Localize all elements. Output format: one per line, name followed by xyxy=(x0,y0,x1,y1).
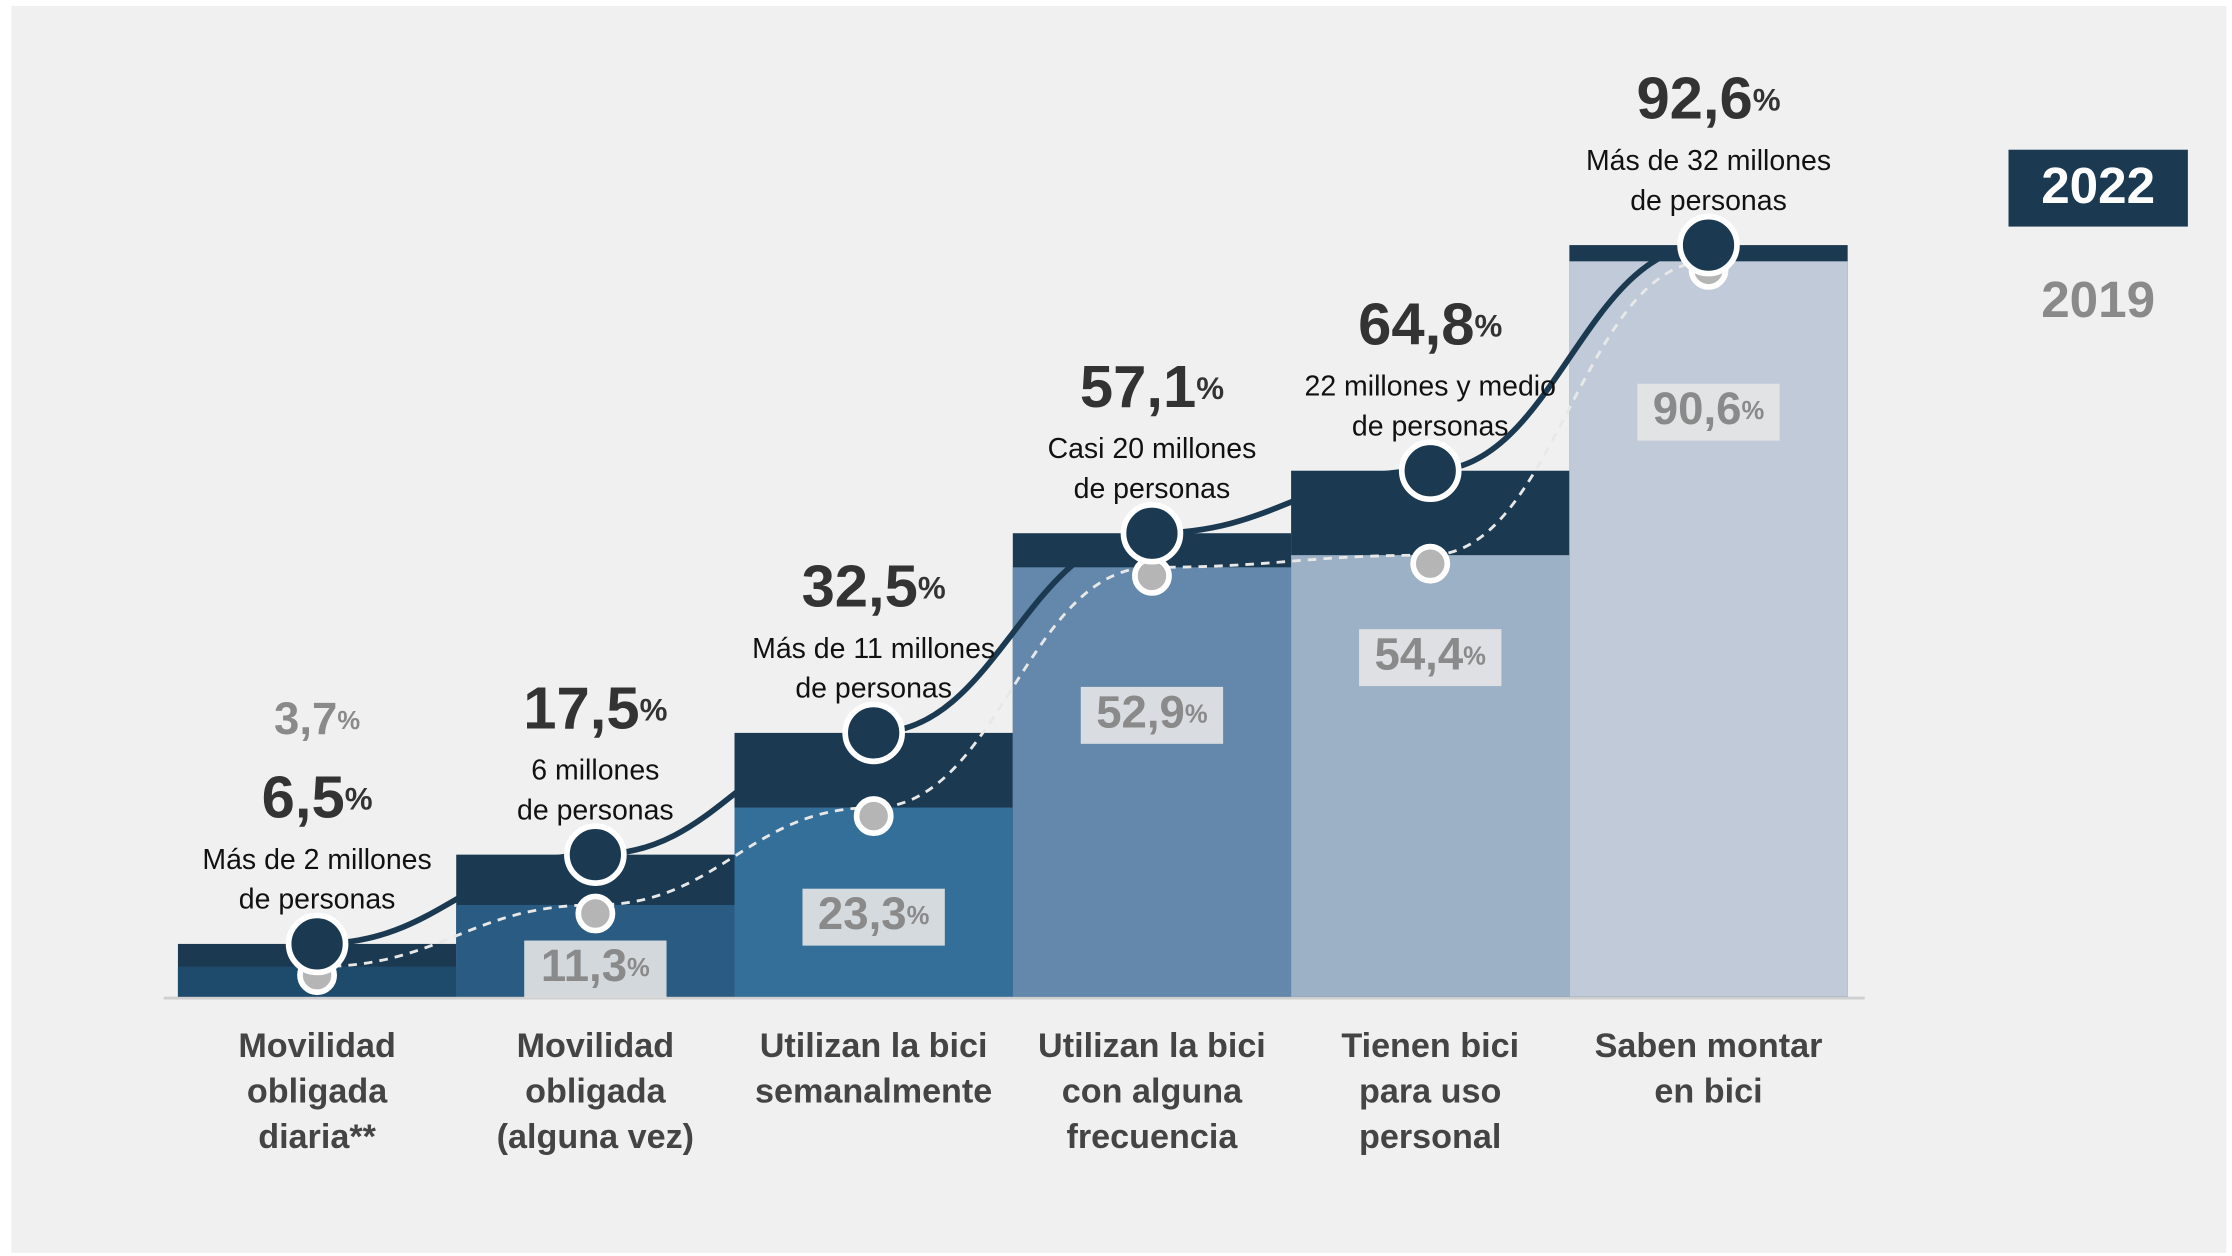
legend-box xyxy=(2008,149,2188,227)
annotation: Más de 11 millones xyxy=(752,633,995,665)
line-2019 xyxy=(317,259,1709,969)
x-tick-label: Movilidad xyxy=(238,1027,396,1065)
x-tick-label: con alguna xyxy=(1062,1073,1243,1111)
marker-2022 xyxy=(1677,213,1740,277)
label-box xyxy=(1080,686,1224,744)
annotation: de personas xyxy=(517,794,674,826)
x-tick-label: Utilizan la bici xyxy=(1038,1027,1266,1065)
marker-2019 xyxy=(853,796,894,837)
value-label: 3,7% xyxy=(274,693,360,744)
x-tick-label: Movilidad xyxy=(517,1027,675,1065)
label-box xyxy=(802,888,945,946)
annotation: Más de 32 millones xyxy=(1586,145,1831,177)
annotation: Casi 20 millones xyxy=(1048,433,1257,465)
bar xyxy=(1012,567,1292,997)
x-tick-label: diaria** xyxy=(258,1118,376,1156)
value-label: 57,1% xyxy=(1080,353,1224,420)
annotation: de personas xyxy=(795,673,952,705)
value-label: 90,6% xyxy=(1653,383,1765,434)
annotation: de personas xyxy=(1630,185,1787,217)
value-label: 54,4% xyxy=(1375,629,1487,680)
marker-2019 xyxy=(1410,543,1451,584)
annotation: 22 millones y medio xyxy=(1305,371,1556,403)
x-tick-label: en bici xyxy=(1654,1073,1762,1111)
annotation: Más de 2 millones xyxy=(202,844,431,876)
value-label: 17,5% xyxy=(523,674,667,741)
x-tick-label: frecuencia xyxy=(1067,1118,1239,1156)
marker-2022 xyxy=(1120,501,1184,565)
x-tick-label: obligada xyxy=(525,1073,666,1111)
x-tick-label: para uso xyxy=(1359,1073,1501,1111)
x-tick-label: Saben montar xyxy=(1595,1027,1823,1065)
x-tick-label: personal xyxy=(1359,1118,1501,1156)
value-label: 23,3% xyxy=(818,888,930,939)
x-tick-label: Utilizan la bici xyxy=(760,1027,988,1065)
value-label: 32,5% xyxy=(802,552,946,619)
x-tick-label: Tienen bici xyxy=(1341,1027,1519,1065)
labels: Movilidad obligada diaria** Movilidad obliga… xyxy=(202,65,1831,1157)
marker-2022 xyxy=(564,823,627,886)
annotation: de personas xyxy=(1074,473,1231,505)
marker-2019 xyxy=(575,893,616,934)
annotation: de personas xyxy=(1352,411,1509,443)
marker-2022 xyxy=(842,701,905,765)
label-box xyxy=(1359,629,1502,687)
legend-label: 2022 xyxy=(2041,157,2155,214)
label-box xyxy=(1637,383,1780,441)
value-label: 6,5% xyxy=(262,763,373,830)
x-tick-label: obligada xyxy=(247,1073,388,1111)
bar xyxy=(1569,261,1848,997)
legend-label: 2019 xyxy=(2041,271,2155,328)
marker-2022 xyxy=(285,912,349,976)
lines xyxy=(285,213,1740,996)
x-tick-label: (alguna vez) xyxy=(497,1118,694,1156)
marker-2022 xyxy=(1398,439,1462,503)
bar xyxy=(1291,555,1570,997)
value-label: 64,8% xyxy=(1358,290,1502,357)
annotation: 6 millones xyxy=(531,755,659,787)
value-label: 52,9% xyxy=(1096,686,1208,737)
value-label: 11,3% xyxy=(541,940,650,991)
label-box xyxy=(524,940,667,998)
annotation: de personas xyxy=(239,884,396,916)
value-label: 92,6% xyxy=(1636,65,1780,132)
x-tick-label: semanalmente xyxy=(755,1073,992,1111)
